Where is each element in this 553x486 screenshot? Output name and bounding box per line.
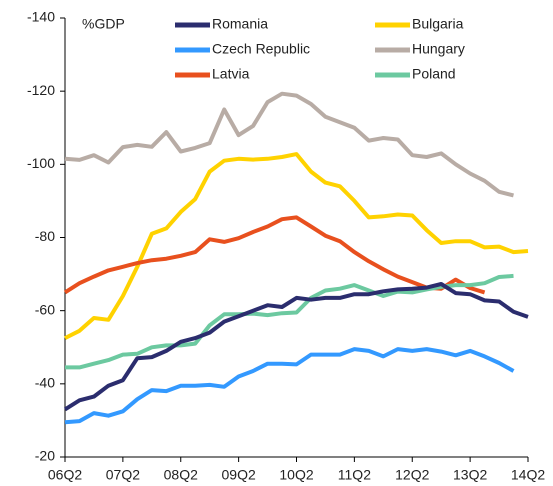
- x-tick-label: 06Q2: [48, 467, 82, 483]
- y-tick-label: -20: [35, 448, 55, 464]
- y-tick-label: -80: [35, 228, 55, 244]
- y-tick-label: -100: [27, 155, 55, 171]
- x-tick-label: 12Q2: [395, 467, 429, 483]
- legend-label: Poland: [412, 66, 456, 82]
- x-tick-label: 11Q2: [338, 467, 371, 483]
- legend-label: Latvia: [212, 66, 250, 82]
- legend-label: Romania: [212, 16, 268, 32]
- legend-label: Hungary: [412, 41, 465, 57]
- x-tick-label: 08Q2: [164, 467, 198, 483]
- series-line: [63, 282, 529, 412]
- y-tick-label: -120: [27, 82, 55, 98]
- series-line: [63, 215, 486, 295]
- x-tick-label: 09Q2: [222, 467, 256, 483]
- x-tick-label: 13Q2: [453, 467, 487, 483]
- y-tick-label: -60: [35, 301, 55, 317]
- series-line: [64, 91, 514, 198]
- x-tick-label: 14Q2: [511, 467, 545, 483]
- series-line: [64, 152, 529, 340]
- x-tick-label: 10Q2: [279, 467, 313, 483]
- legend-label: Czech Republic: [212, 41, 310, 57]
- y-axis-label: %GDP: [82, 16, 125, 32]
- series-line: [64, 347, 515, 425]
- legend-label: Bulgaria: [412, 16, 464, 32]
- y-tick-label: -40: [35, 375, 55, 391]
- y-tick-label: -140: [27, 9, 55, 25]
- series-line: [65, 273, 514, 370]
- x-tick-label: 07Q2: [106, 467, 140, 483]
